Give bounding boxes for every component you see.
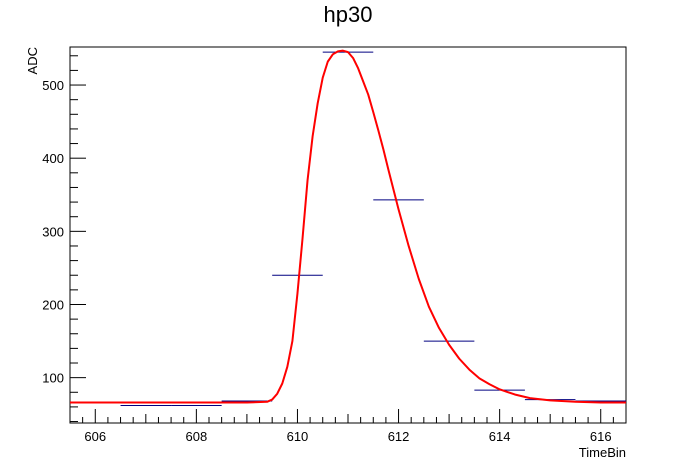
x-tick-label: 616 xyxy=(590,429,612,444)
x-tick-label: 606 xyxy=(84,429,106,444)
x-tick-label: 608 xyxy=(186,429,208,444)
y-tick-label: 500 xyxy=(42,78,64,93)
fit-curve-line xyxy=(70,49,626,404)
histogram-series xyxy=(70,51,626,406)
y-tick-label: 200 xyxy=(42,297,64,312)
x-tick-label: 614 xyxy=(489,429,511,444)
plot-frame xyxy=(69,46,627,424)
y-tick-label: 300 xyxy=(42,224,64,239)
y-axis-label: ADC xyxy=(25,47,40,74)
fit-curve-series xyxy=(70,49,626,404)
y-tick-label: 400 xyxy=(42,151,64,166)
y-axis: 100 200 300 400 500 xyxy=(42,55,86,423)
x-tick-label: 610 xyxy=(287,429,309,444)
x-axis-label: TimeBin xyxy=(579,445,626,460)
x-tick-label: 612 xyxy=(388,429,410,444)
chart-title: hp30 xyxy=(324,2,373,27)
y-tick-label: 100 xyxy=(42,371,64,386)
x-axis: 606 608 610 612 614 616 xyxy=(69,409,627,444)
